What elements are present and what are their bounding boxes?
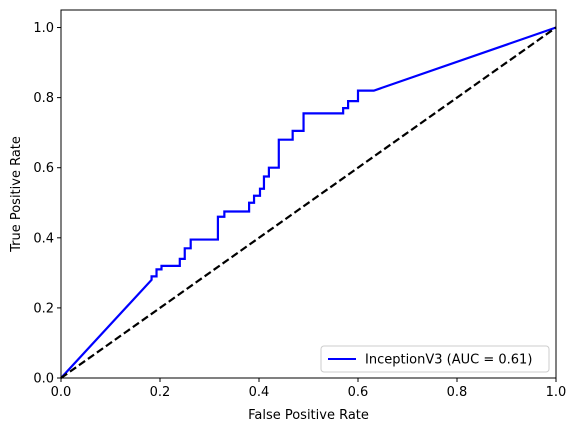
x-tick-label: 0.8: [447, 385, 468, 400]
x-tick-label: 0.2: [150, 385, 171, 400]
y-tick-label: 0.4: [33, 231, 54, 246]
x-axis-label: False Positive Rate: [248, 408, 369, 423]
plot-frame: [60, 9, 557, 379]
x-tick-label: 1.0: [546, 385, 567, 400]
legend-box: [320, 345, 550, 373]
plot-area: [60, 26, 557, 379]
y-tick-label: 0.0: [33, 372, 54, 387]
y-axis-label: True Positive Rate: [9, 136, 24, 253]
legend-label-inceptionv3: InceptionV3 (AUC = 0.61): [365, 353, 532, 368]
y-tick-label: 0.6: [33, 161, 54, 176]
x-tick-label: 0.0: [51, 385, 72, 400]
y-tick-label: 1.0: [33, 21, 54, 36]
axis-ticks: 0.0 0.2 0.4 0.6 0.8 1.0 0.0 0.2 0.4 0.6 0.8 1.0: [33, 21, 566, 400]
x-tick-label: 0.6: [348, 385, 369, 400]
y-tick-label: 0.8: [33, 91, 54, 106]
roc-curve-line: [60, 26, 557, 379]
y-tick-label: 0.2: [33, 301, 54, 316]
chance-diagonal-line: [60, 26, 557, 379]
legend: InceptionV3 (AUC = 0.61): [320, 345, 550, 373]
x-tick-label: 0.4: [249, 385, 270, 400]
